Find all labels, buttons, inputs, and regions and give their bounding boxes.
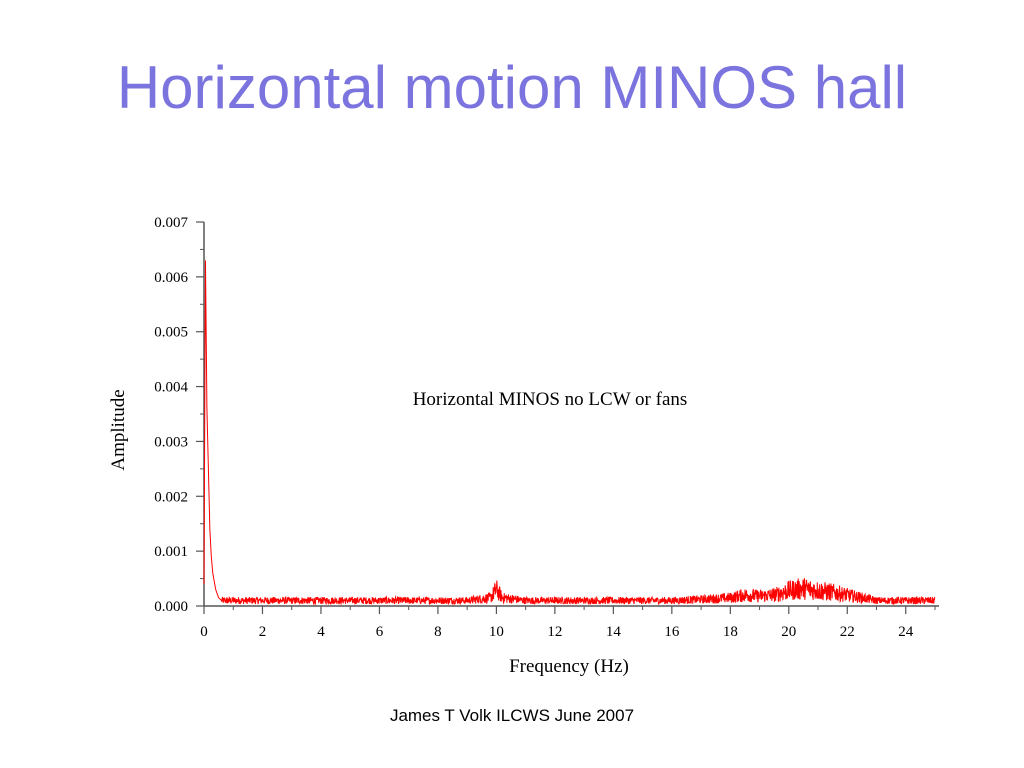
x-tick-label: 14 (606, 624, 622, 640)
y-axis: 0.000 0.001 0.002 0.003 0.004 0.005 0.006 0.007 (154, 215, 205, 615)
y-tick-label: 0.007 (154, 215, 188, 231)
y-tick-label: 0.000 (154, 599, 188, 615)
plot-area (203, 260, 936, 606)
x-axis-title: Frequency (Hz) (509, 656, 629, 677)
x-tick-label: 2 (259, 624, 267, 640)
x-tick-label: 6 (376, 624, 384, 640)
x-tick-label: 16 (664, 624, 680, 640)
x-tick-label: 20 (781, 624, 796, 640)
y-tick-label: 0.001 (154, 544, 188, 560)
x-tick-label: 8 (434, 624, 442, 640)
y-tick-label: 0.002 (154, 489, 188, 505)
slide-footer: James T Volk ILCWS June 2007 (389, 706, 635, 725)
x-tick-label: 4 (317, 624, 325, 640)
y-tick-label: 0.003 (154, 434, 188, 450)
y-axis-title: Amplitude (108, 389, 129, 470)
x-tick-label: 10 (489, 624, 504, 640)
y-tick-label: 0.005 (154, 325, 188, 341)
y-tick-label: 0.004 (154, 380, 188, 396)
spectrum-line (203, 260, 936, 606)
chart-annotation: Horizontal MINOS no LCW or fans (413, 389, 688, 410)
slide-title: Horizontal motion MINOS hall (116, 54, 908, 121)
x-tick-label: 18 (723, 624, 738, 640)
x-tick-label: 24 (898, 624, 914, 640)
x-tick-label: 0 (200, 624, 208, 640)
x-tick-label: 22 (840, 624, 855, 640)
x-tick-label: 12 (547, 624, 562, 640)
x-axis: 0 2 4 6 8 10 12 14 16 18 20 22 24 (200, 605, 939, 640)
y-tick-label: 0.006 (154, 270, 188, 286)
